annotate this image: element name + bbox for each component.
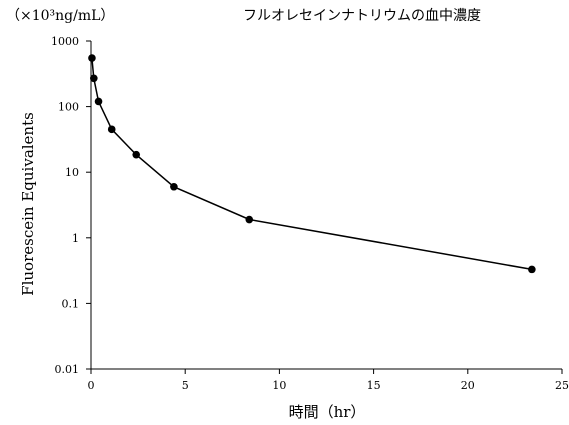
x-tick-label: 15 [367,379,381,392]
y-axis-label: Fluorescein Equivalents [19,112,37,296]
x-axis-label: 時間（hr） [289,403,366,421]
data-point [94,97,103,106]
data-point [107,125,116,134]
y-tick-label: 0.1 [62,297,80,310]
chart-title: フルオレセインナトリウムの血中濃度 [243,8,481,24]
y-tick-label: 100 [58,101,79,114]
data-point [528,265,536,274]
data-point [132,150,141,159]
chart-unit-label: （×10³ng/mL） [6,8,114,24]
axes [90,41,562,370]
y-tick-label: 10 [65,166,79,179]
data-point [90,74,98,83]
x-tick-label: 10 [272,379,286,392]
series-line [91,57,533,271]
data-point [245,215,254,224]
series [88,54,536,274]
x-tick-label: 25 [555,379,569,392]
x-tick-label: 0 [88,379,95,392]
x-tick-label: 5 [182,379,189,392]
y-tick-label: 0.01 [55,363,80,376]
ticks: 0 5 10 15 20 25 0.01 0.1 1 10 100 1000 [51,35,569,392]
data-point [170,182,178,191]
x-tick-label: 20 [461,379,475,392]
y-tick-label: 1 [72,232,79,245]
data-point [88,54,96,62]
y-tick-label: 1000 [51,35,79,48]
